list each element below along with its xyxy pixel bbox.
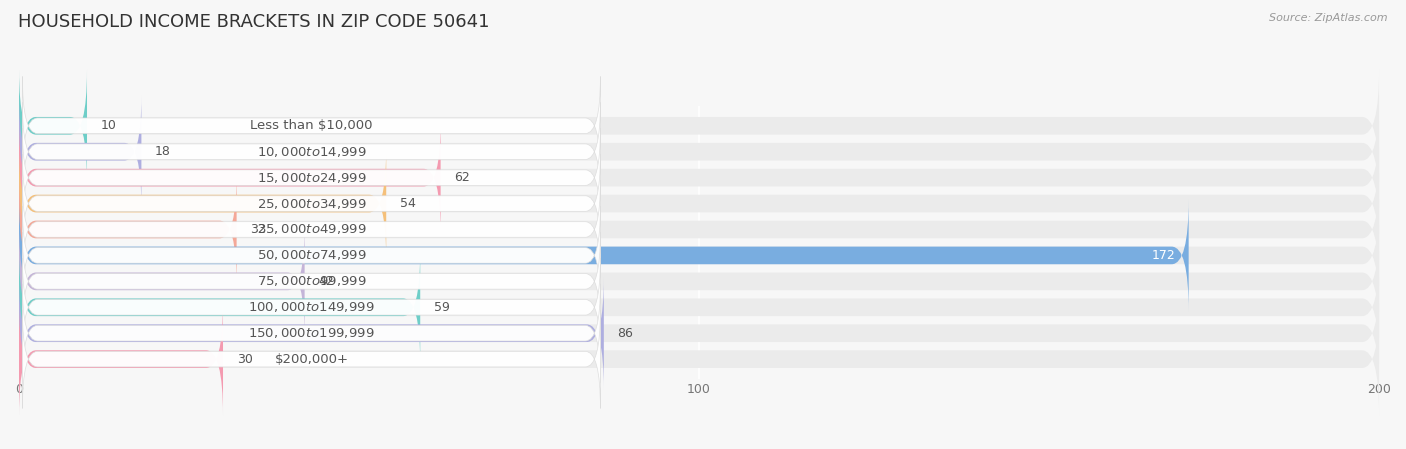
- Text: 59: 59: [434, 301, 450, 314]
- FancyBboxPatch shape: [20, 173, 1379, 286]
- FancyBboxPatch shape: [20, 225, 305, 337]
- FancyBboxPatch shape: [20, 225, 1379, 337]
- FancyBboxPatch shape: [22, 102, 600, 201]
- FancyBboxPatch shape: [22, 258, 600, 357]
- Text: $15,000 to $24,999: $15,000 to $24,999: [256, 171, 366, 185]
- Text: $200,000+: $200,000+: [274, 352, 349, 365]
- FancyBboxPatch shape: [20, 251, 1379, 363]
- FancyBboxPatch shape: [20, 303, 224, 415]
- FancyBboxPatch shape: [20, 122, 440, 233]
- Text: 32: 32: [250, 223, 266, 236]
- Text: $150,000 to $199,999: $150,000 to $199,999: [247, 326, 374, 340]
- FancyBboxPatch shape: [22, 206, 600, 305]
- FancyBboxPatch shape: [20, 173, 236, 286]
- FancyBboxPatch shape: [22, 232, 600, 330]
- FancyBboxPatch shape: [22, 284, 600, 383]
- Text: $50,000 to $74,999: $50,000 to $74,999: [256, 248, 366, 262]
- FancyBboxPatch shape: [20, 96, 1379, 208]
- Text: $75,000 to $99,999: $75,000 to $99,999: [256, 274, 366, 288]
- FancyBboxPatch shape: [20, 122, 1379, 233]
- Text: Less than $10,000: Less than $10,000: [250, 119, 373, 132]
- FancyBboxPatch shape: [22, 310, 600, 409]
- FancyBboxPatch shape: [20, 70, 1379, 182]
- FancyBboxPatch shape: [22, 154, 600, 253]
- Text: $35,000 to $49,999: $35,000 to $49,999: [256, 223, 366, 237]
- Text: HOUSEHOLD INCOME BRACKETS IN ZIP CODE 50641: HOUSEHOLD INCOME BRACKETS IN ZIP CODE 50…: [18, 13, 489, 31]
- FancyBboxPatch shape: [20, 251, 420, 363]
- Text: Source: ZipAtlas.com: Source: ZipAtlas.com: [1270, 13, 1388, 23]
- FancyBboxPatch shape: [20, 148, 387, 260]
- FancyBboxPatch shape: [22, 76, 600, 175]
- FancyBboxPatch shape: [20, 277, 1379, 389]
- Text: 54: 54: [399, 197, 416, 210]
- FancyBboxPatch shape: [20, 70, 87, 182]
- Text: 30: 30: [236, 352, 253, 365]
- FancyBboxPatch shape: [22, 180, 600, 279]
- FancyBboxPatch shape: [20, 199, 1379, 312]
- Text: 10: 10: [101, 119, 117, 132]
- Text: 86: 86: [617, 327, 633, 340]
- FancyBboxPatch shape: [20, 303, 1379, 415]
- Text: 172: 172: [1152, 249, 1175, 262]
- Text: 62: 62: [454, 171, 470, 184]
- Text: $25,000 to $34,999: $25,000 to $34,999: [256, 197, 366, 211]
- FancyBboxPatch shape: [20, 96, 142, 208]
- FancyBboxPatch shape: [20, 148, 1379, 260]
- Text: 42: 42: [318, 275, 335, 288]
- FancyBboxPatch shape: [20, 199, 1188, 312]
- Text: $10,000 to $14,999: $10,000 to $14,999: [256, 145, 366, 158]
- FancyBboxPatch shape: [22, 128, 600, 227]
- Text: $100,000 to $149,999: $100,000 to $149,999: [247, 300, 374, 314]
- Text: 18: 18: [155, 145, 172, 158]
- FancyBboxPatch shape: [20, 277, 603, 389]
